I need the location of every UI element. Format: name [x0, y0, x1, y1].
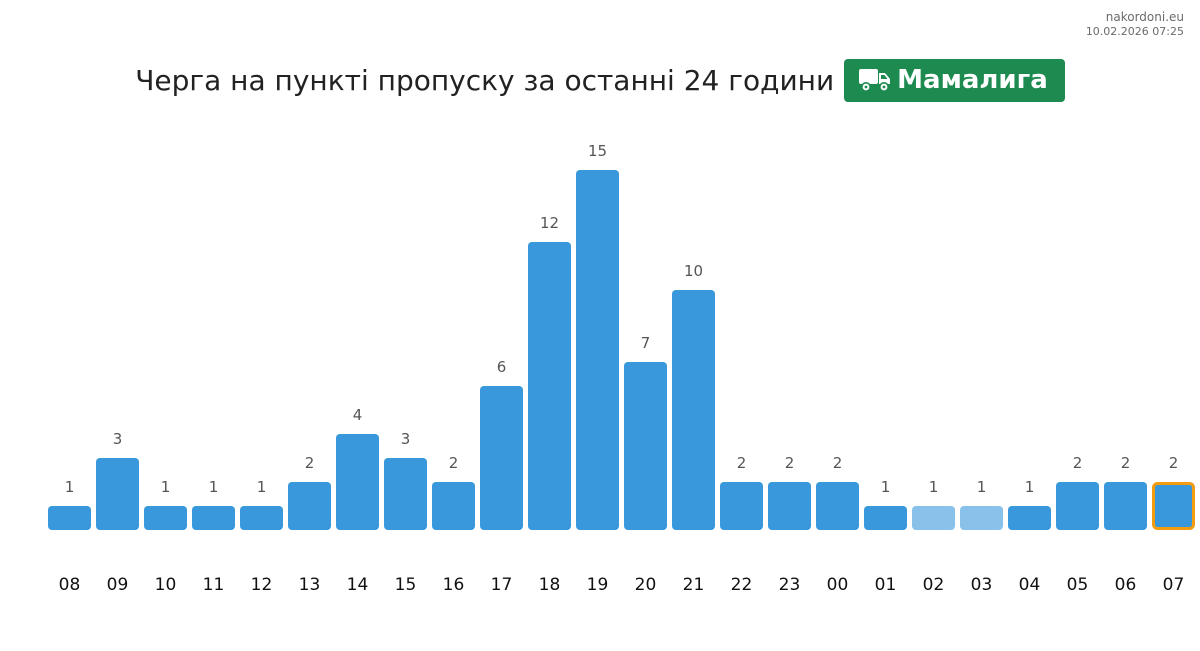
value-label-20: 7 [641, 334, 651, 352]
bar-18[interactable] [528, 242, 571, 530]
bar-23[interactable] [768, 482, 811, 530]
bar-11[interactable] [192, 506, 235, 530]
value-label-00: 2 [833, 454, 843, 472]
bar-09[interactable] [96, 458, 139, 530]
truck-icon [859, 69, 891, 92]
tick-label-01: 01 [875, 575, 897, 595]
value-label-08: 1 [65, 478, 75, 496]
meta-info: nakordoni.eu 10.02.2026 07:25 [1086, 9, 1184, 39]
timestamp: 10.02.2026 07:25 [1085, 25, 1184, 38]
tick-label-19: 19 [587, 575, 609, 595]
checkpoint-name: Мамалига [897, 65, 1048, 95]
value-label-13: 2 [305, 454, 315, 472]
value-label-18: 12 [540, 214, 559, 232]
bar-05[interactable] [1056, 482, 1099, 530]
bar-16[interactable] [432, 482, 475, 530]
value-label-11: 1 [209, 478, 219, 496]
value-label-02: 1 [929, 478, 939, 496]
checkpoint-badge[interactable]: Мамалига [844, 58, 1065, 102]
tick-label-18: 18 [539, 575, 561, 595]
value-label-16: 2 [449, 454, 459, 472]
value-label-17: 6 [497, 358, 507, 376]
bar-06[interactable] [1104, 482, 1147, 530]
page-title: Черга на пункті пропуску за останні 24 г… [135, 63, 835, 97]
value-label-04: 1 [1025, 478, 1035, 496]
value-label-07: 2 [1169, 454, 1179, 472]
value-label-22: 2 [737, 454, 747, 472]
value-label-21: 10 [684, 262, 703, 280]
value-label-06: 2 [1121, 454, 1131, 472]
bar-07[interactable] [1152, 482, 1195, 530]
tick-label-16: 16 [443, 575, 465, 595]
bar-04[interactable] [1008, 506, 1051, 530]
tick-label-10: 10 [155, 575, 177, 595]
tick-label-21: 21 [683, 575, 705, 595]
value-label-03: 1 [977, 478, 987, 496]
value-label-12: 1 [257, 478, 267, 496]
bar-08[interactable] [48, 506, 91, 530]
bar-10[interactable] [144, 506, 187, 530]
value-label-19: 15 [588, 142, 607, 160]
bar-13[interactable] [288, 482, 331, 530]
bar-02[interactable] [912, 506, 955, 530]
bar-15[interactable] [384, 458, 427, 530]
tick-label-17: 17 [491, 575, 513, 595]
bar-17[interactable] [480, 386, 523, 530]
bar-20[interactable] [624, 362, 667, 530]
bar-00[interactable] [816, 482, 859, 530]
tick-label-20: 20 [635, 575, 657, 595]
bar-14[interactable] [336, 434, 379, 530]
tick-label-13: 13 [299, 575, 321, 595]
tick-label-22: 22 [731, 575, 753, 595]
tick-label-08: 08 [59, 575, 81, 595]
tick-label-00: 00 [827, 575, 849, 595]
bar-19[interactable] [576, 170, 619, 530]
value-label-05: 2 [1073, 454, 1083, 472]
value-label-01: 1 [881, 478, 891, 496]
value-label-10: 1 [161, 478, 171, 496]
header: Черга на пункті пропуску за останні 24 г… [0, 58, 1200, 102]
bar-03[interactable] [960, 506, 1003, 530]
value-label-15: 3 [401, 430, 411, 448]
tick-label-15: 15 [395, 575, 417, 595]
tick-label-03: 03 [971, 575, 993, 595]
tick-label-11: 11 [203, 575, 225, 595]
bar-01[interactable] [864, 506, 907, 530]
tick-label-09: 09 [107, 575, 129, 595]
bar-12[interactable] [240, 506, 283, 530]
bar-22[interactable] [720, 482, 763, 530]
tick-label-02: 02 [923, 575, 945, 595]
site-name[interactable]: nakordoni.eu [1105, 10, 1184, 24]
tick-label-04: 04 [1019, 575, 1041, 595]
tick-label-12: 12 [251, 575, 273, 595]
tick-label-23: 23 [779, 575, 801, 595]
value-label-23: 2 [785, 454, 795, 472]
tick-label-14: 14 [347, 575, 369, 595]
value-label-09: 3 [113, 430, 123, 448]
value-label-14: 4 [353, 406, 363, 424]
tick-label-05: 05 [1067, 575, 1089, 595]
bar-21[interactable] [672, 290, 715, 530]
tick-label-07: 07 [1163, 575, 1185, 595]
tick-label-06: 06 [1115, 575, 1137, 595]
